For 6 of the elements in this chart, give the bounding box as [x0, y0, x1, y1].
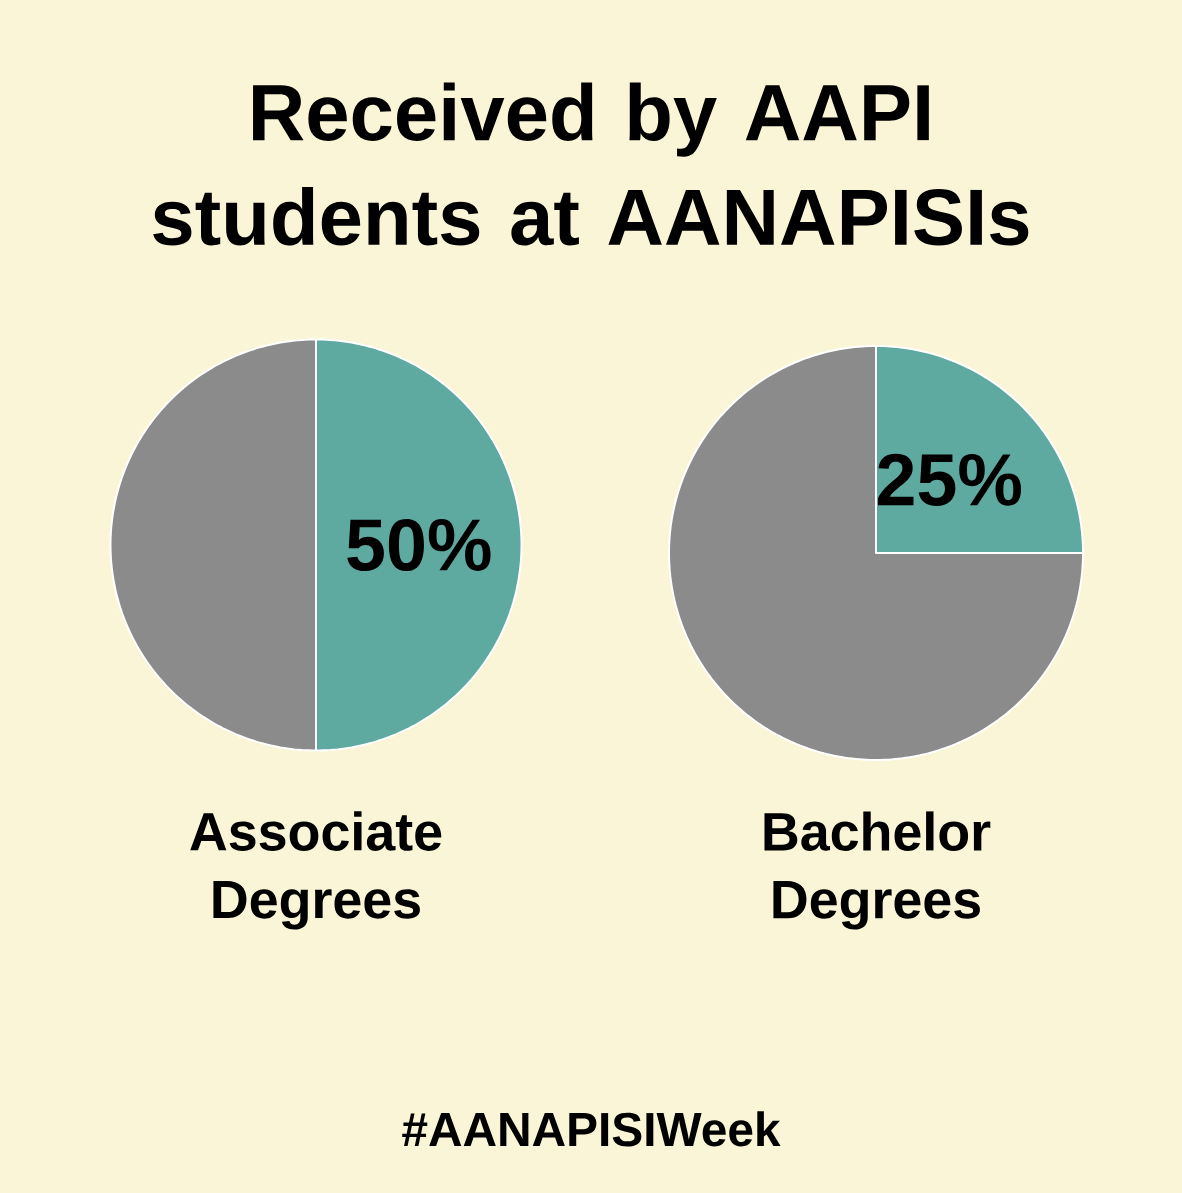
data-label: 50%: [347, 518, 491, 572]
text: Bachelor Degrees: [764, 811, 991, 930]
text: #AANAPISIWeek: [402, 1111, 781, 1147]
data-label: 25%: [877, 453, 1021, 506]
text: Associate Degrees: [190, 811, 442, 930]
chart-title: Received by AAPI students at AANAPISIs: [153, 82, 1029, 246]
